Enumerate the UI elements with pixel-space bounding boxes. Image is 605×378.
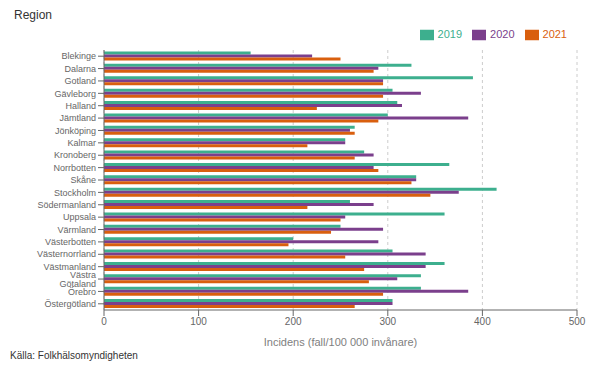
svg-text:Södermanland: Södermanland [37, 200, 96, 210]
svg-text:Blekinge: Blekinge [61, 51, 96, 61]
svg-text:Norrbotten: Norrbotten [53, 163, 96, 173]
svg-text:200: 200 [285, 316, 302, 327]
svg-text:300: 300 [379, 316, 396, 327]
svg-text:Kronoberg: Kronoberg [54, 150, 96, 160]
svg-text:500: 500 [569, 316, 586, 327]
svg-text:Uppsala: Uppsala [63, 212, 96, 222]
html-text:2021: 2021 [542, 28, 567, 40]
svg-text:Gävleborg: Gävleborg [54, 89, 96, 99]
html-text:Källa: Folkhälsomyndigheten: Källa: Folkhälsomyndigheten [10, 350, 138, 361]
svg-text:Halland: Halland [65, 101, 96, 111]
svg-text:Dalarna: Dalarna [64, 64, 96, 74]
svg-text:Jämtland: Jämtland [59, 113, 96, 123]
svg-text:Jönköping: Jönköping [55, 126, 96, 136]
svg-text:0: 0 [101, 316, 107, 327]
html-text:Götaland: Götaland [59, 278, 96, 289]
svg-text:400: 400 [474, 316, 491, 327]
svg-text:Västernorrland: Västernorrland [37, 249, 96, 259]
svg-text:Värmland: Värmland [57, 225, 96, 235]
svg-text:Västerbotten: Västerbotten [45, 237, 96, 247]
svg-text:Örebro: Örebro [68, 287, 96, 297]
svg-text:Stockholm: Stockholm [54, 188, 96, 198]
svg-text:Skåne: Skåne [70, 175, 96, 185]
html-text:Västra: Västra [70, 269, 96, 280]
html-text:2020: 2020 [490, 28, 515, 40]
svg-text:100: 100 [190, 316, 207, 327]
svg-text:Östergötland: Östergötland [44, 299, 96, 309]
svg-text:Kalmar: Kalmar [67, 138, 96, 148]
svg-text:Västmanland: Västmanland [43, 261, 96, 272]
svg-text:Incidens (fall/100 000 invånar: Incidens (fall/100 000 invånare) [264, 336, 417, 348]
html-text:Region: Region [14, 8, 52, 22]
html-text:2019: 2019 [437, 28, 462, 40]
svg-text:Gotland: Gotland [64, 76, 96, 86]
